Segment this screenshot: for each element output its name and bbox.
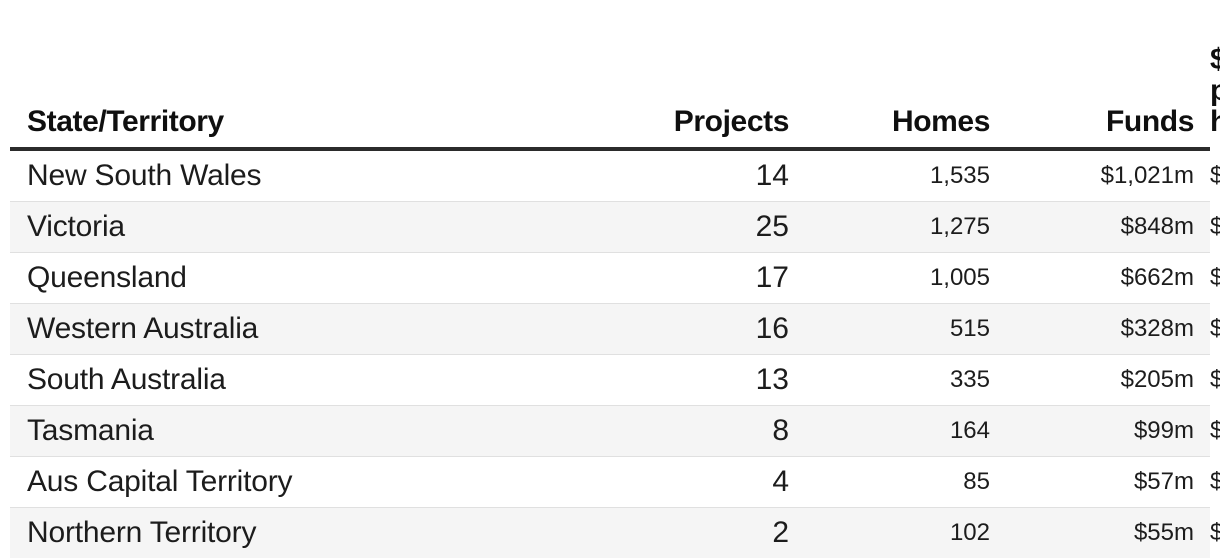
cell-state: Aus Capital Territory — [10, 457, 589, 508]
cell-state: Victoria — [10, 202, 589, 253]
table-row: Victoria 25 1,275 $848m $665,114 — [10, 202, 1210, 253]
cell-state: Western Australia — [10, 304, 589, 355]
cell-projects: 14 — [589, 149, 805, 202]
page: State/Territory Projects Homes Funds $ p… — [0, 0, 1220, 534]
table-row: Aus Capital Territory 4 85 $57m $665,231 — [10, 457, 1210, 508]
cell-funds: $1,021m — [1006, 149, 1210, 202]
column-header-homes: Homes — [805, 0, 1006, 149]
column-header-projects: Projects — [589, 0, 805, 149]
cell-projects: 2 — [589, 508, 805, 558]
column-header-funds: Funds — [1006, 0, 1210, 149]
cell-projects: 13 — [589, 355, 805, 406]
table-row: Tasmania 8 164 $99m $604,280 — [10, 406, 1210, 457]
table-row: New South Wales 14 1,535 $1,021m $665,05… — [10, 149, 1210, 202]
cell-funds: $57m — [1006, 457, 1210, 508]
cell-homes: 85 — [805, 457, 1006, 508]
cell-projects: 16 — [589, 304, 805, 355]
cell-homes: 164 — [805, 406, 1006, 457]
table-row: Northern Territory 2 102 $55m $534,699 — [10, 508, 1210, 558]
cell-funds: $99m — [1006, 406, 1210, 457]
cell-projects: 8 — [589, 406, 805, 457]
table-row: South Australia 13 335 $205m $611,373 — [10, 355, 1210, 406]
cell-homes: 1,005 — [805, 253, 1006, 304]
cell-projects: 25 — [589, 202, 805, 253]
cell-funds: $662m — [1006, 253, 1210, 304]
cell-funds: $205m — [1006, 355, 1210, 406]
cell-state: South Australia — [10, 355, 589, 406]
cell-state: Northern Territory — [10, 508, 589, 558]
table-row: Queensland 17 1,005 $662m $658,940 — [10, 253, 1210, 304]
header-row: State/Territory Projects Homes Funds $ p… — [10, 0, 1210, 149]
column-header-state: State/Territory — [10, 0, 589, 149]
cell-funds: $328m — [1006, 304, 1210, 355]
state-funding-table: State/Territory Projects Homes Funds $ p… — [10, 0, 1210, 558]
cell-homes: 335 — [805, 355, 1006, 406]
cell-homes: 1,275 — [805, 202, 1006, 253]
cell-state: Tasmania — [10, 406, 589, 457]
cell-funds: $55m — [1006, 508, 1210, 558]
cell-funds: $848m — [1006, 202, 1210, 253]
cell-homes: 1,535 — [805, 149, 1006, 202]
cell-homes: 515 — [805, 304, 1006, 355]
cell-state: New South Wales — [10, 149, 589, 202]
cell-state: Queensland — [10, 253, 589, 304]
cell-projects: 17 — [589, 253, 805, 304]
table-row: Western Australia 16 515 $328m $636,484 — [10, 304, 1210, 355]
cell-projects: 4 — [589, 457, 805, 508]
cell-homes: 102 — [805, 508, 1006, 558]
